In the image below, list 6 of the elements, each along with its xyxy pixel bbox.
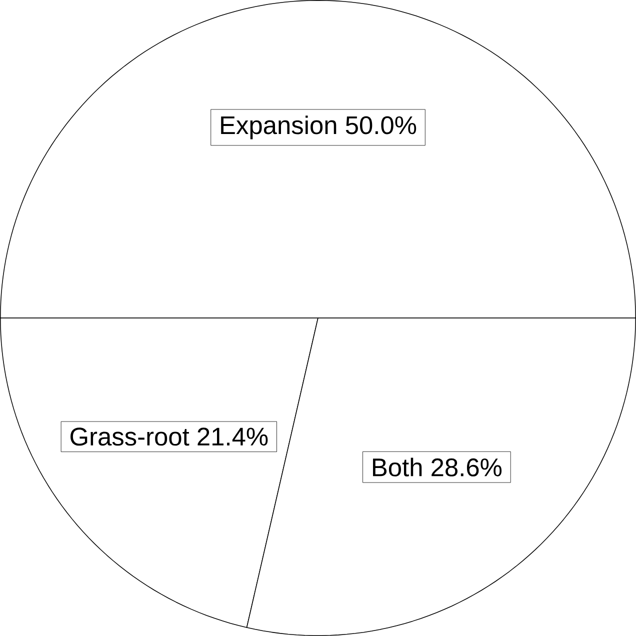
data-label: 50.0%: [346, 116, 416, 134]
slice-label: Expansion: [221, 116, 336, 140]
slice-label: Grass-root: [70, 428, 190, 446]
data-label: 21.4%: [198, 428, 268, 446]
slice-label: Both: [373, 458, 422, 476]
data-label: 28.6%: [432, 458, 502, 476]
